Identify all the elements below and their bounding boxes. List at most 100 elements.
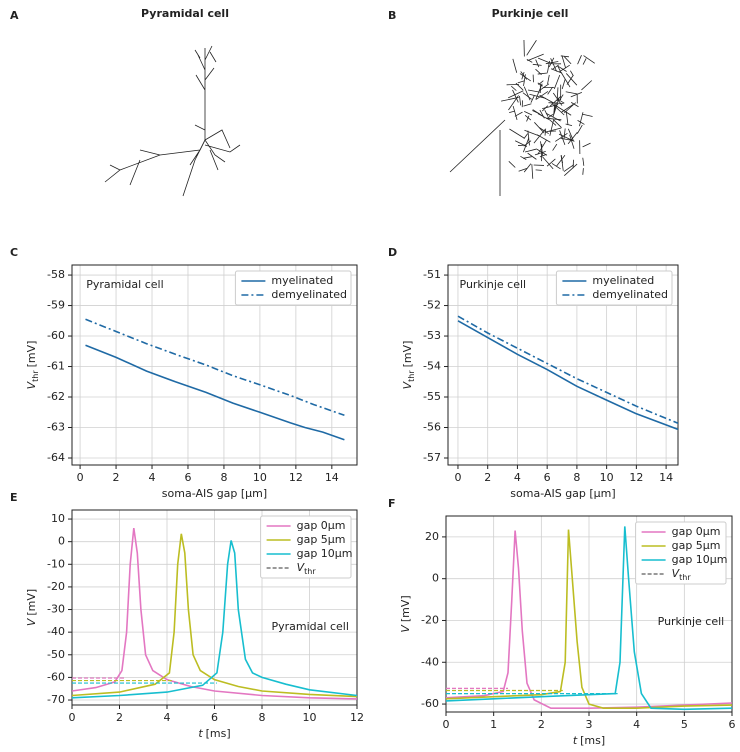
panel-letter: E <box>10 491 18 504</box>
y-axis-label: V [mV] <box>399 595 412 632</box>
dendrite <box>537 57 553 65</box>
y-tick-label: 20 <box>425 530 439 543</box>
dendrite <box>512 105 518 120</box>
y-tick-label: -20 <box>421 613 439 626</box>
dendrite <box>535 169 542 171</box>
y-axis-label-part: [mV] <box>25 589 38 616</box>
x-tick-label: 8 <box>220 471 227 484</box>
y-tick-label: -60 <box>47 670 65 683</box>
dendrite <box>520 71 528 80</box>
dendrite <box>514 140 528 147</box>
dendrite <box>582 113 593 117</box>
y-tick-label: -54 <box>423 360 441 373</box>
x-tick-label: 4 <box>164 711 171 724</box>
legend-label: gap 5μm <box>297 533 346 546</box>
legend-label-part: V <box>297 561 306 574</box>
dendrite <box>529 93 546 99</box>
dendrite <box>522 92 532 100</box>
dendrite <box>531 164 534 179</box>
series-line <box>72 540 357 699</box>
dendrite <box>546 114 554 119</box>
dendrite <box>552 143 558 151</box>
y-tick-label: -58 <box>47 268 65 281</box>
dendrite <box>544 110 549 117</box>
dendrite <box>552 102 557 118</box>
series-line <box>72 527 357 700</box>
dendrite <box>559 94 564 101</box>
y-axis-label: Vthr [mV] <box>25 341 40 390</box>
y-tick-label: -10 <box>47 557 65 570</box>
legend-label-part: thr <box>304 567 316 576</box>
x-tick-label: 0 <box>69 711 76 724</box>
dendrite <box>563 164 575 172</box>
dendrite <box>560 155 564 164</box>
series-line <box>85 344 345 441</box>
x-axis-label-part: [ms] <box>580 734 605 747</box>
dendrite <box>583 55 596 64</box>
x-tick-label: 10 <box>600 471 614 484</box>
y-tick-label: -51 <box>423 268 441 281</box>
dendrite <box>582 168 584 175</box>
x-tick-label: 6 <box>544 471 551 484</box>
panel-letter: A <box>10 9 19 22</box>
panel-letter: F <box>388 497 396 510</box>
series-line <box>457 320 678 431</box>
y-tick-label: -61 <box>47 360 65 373</box>
dendrite <box>520 155 527 161</box>
dendrite <box>508 160 516 168</box>
legend-label: myelinated <box>271 274 333 287</box>
legend-label: gap 10μm <box>297 547 353 560</box>
y-tick-label: -52 <box>423 299 441 312</box>
x-tick-label: 2 <box>113 471 120 484</box>
dendrite <box>539 153 547 158</box>
dendrite <box>547 74 550 84</box>
dendrite <box>537 113 550 121</box>
legend-label: gap 10μm <box>672 553 728 566</box>
dendrite <box>524 129 540 137</box>
dendrite <box>556 87 559 102</box>
x-tick-label: 0 <box>77 471 84 484</box>
legend-label-part: V <box>672 567 681 580</box>
x-tick-label: 12 <box>289 471 303 484</box>
x-tick-label: 4 <box>633 718 640 731</box>
x-tick-label: 2 <box>538 718 545 731</box>
y-tick-label: -53 <box>423 329 441 342</box>
legend-label: demyelinated <box>271 288 347 301</box>
dendrite <box>581 80 593 91</box>
dendrite <box>582 142 591 148</box>
legend-box <box>260 515 352 579</box>
dendrite <box>560 72 571 88</box>
legend-label: gap 0μm <box>297 519 346 532</box>
y-axis-label-part: V <box>401 380 414 389</box>
plot-frame <box>445 515 733 713</box>
y-tick-label: -20 <box>47 580 65 593</box>
dendrite <box>544 128 547 136</box>
series-line <box>85 318 345 417</box>
dendrite <box>559 130 566 145</box>
dendrite <box>548 102 564 104</box>
y-tick-label: -59 <box>47 299 65 312</box>
dendrite <box>559 64 570 73</box>
dendrite <box>569 134 575 149</box>
x-tick-label: 6 <box>211 711 218 724</box>
dendrite <box>553 104 556 115</box>
y-axis-label-part: [mV] <box>401 341 414 368</box>
legend-label: Vthr <box>297 561 317 576</box>
dendrite <box>512 58 518 73</box>
dendrite <box>511 85 517 91</box>
legend-box <box>635 521 727 585</box>
dendrite <box>535 59 540 68</box>
dendrite <box>541 105 549 112</box>
y-tick-label: -64 <box>47 451 65 464</box>
dendrite <box>570 91 583 98</box>
dendrite <box>572 159 574 169</box>
x-tick-label: 8 <box>573 471 580 484</box>
x-axis-label-part: [ms] <box>206 727 231 740</box>
dendrite <box>534 151 546 156</box>
dendrite <box>561 55 567 69</box>
dendrite <box>557 65 562 73</box>
x-axis-label: soma-AIS gap [μm] <box>162 487 267 500</box>
y-tick-label: 0 <box>432 572 439 585</box>
dendrite <box>517 80 525 84</box>
dendrite <box>524 114 532 121</box>
